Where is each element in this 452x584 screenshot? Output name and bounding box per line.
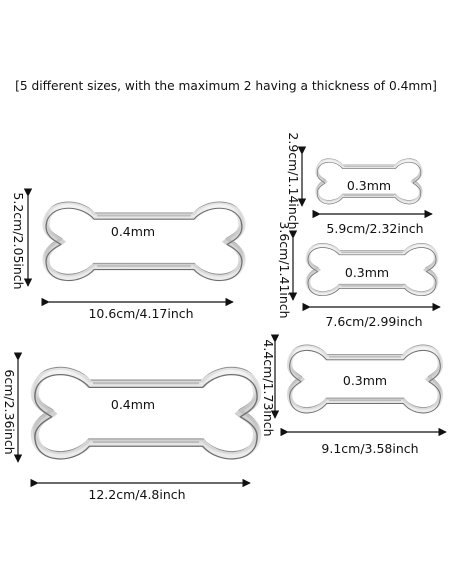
- width-label-4: 7.6cm/2.99inch: [325, 314, 422, 329]
- bone-cutter-4: 0.3mm 7.6cm/2.99inch 3.6cm/1.41inch: [277, 221, 441, 329]
- bone-cutter-1: 0.4mm 10.6cm/4.17inch 5.2cm/2.05inch: [11, 188, 242, 321]
- width-label-3: 5.9cm/2.32inch: [326, 221, 423, 236]
- height-label-1: 5.2cm/2.05inch: [11, 192, 26, 289]
- height-label-4: 3.6cm/1.41inch: [277, 221, 292, 318]
- thickness-label-5: 0.3mm: [343, 373, 387, 388]
- height-label-2: 6cm/2.36inch: [2, 369, 17, 454]
- height-label-3: 2.9cm/1.14inch: [286, 132, 301, 229]
- thickness-label-2: 0.4mm: [111, 397, 155, 412]
- thickness-label-1: 0.4mm: [111, 224, 155, 239]
- width-label-2: 12.2cm/4.8inch: [88, 487, 185, 502]
- product-caption: [5 different sizes, with the maximum 2 h…: [15, 79, 437, 93]
- bone-cutter-3: 0.3mm 5.9cm/2.32inch 2.9cm/1.14inch: [286, 132, 433, 236]
- width-label-1: 10.6cm/4.17inch: [88, 306, 193, 321]
- bone-cutter-2: 0.4mm 12.2cm/4.8inch 6cm/2.36inch: [2, 352, 257, 502]
- height-label-5: 4.4cm/1.73inch: [261, 339, 276, 436]
- thickness-label-4: 0.3mm: [345, 265, 389, 280]
- thickness-label-3: 0.3mm: [347, 178, 391, 193]
- width-label-5: 9.1cm/3.58inch: [321, 441, 418, 456]
- bone-cutter-5: 0.3mm 9.1cm/3.58inch 4.4cm/1.73inch: [261, 334, 447, 456]
